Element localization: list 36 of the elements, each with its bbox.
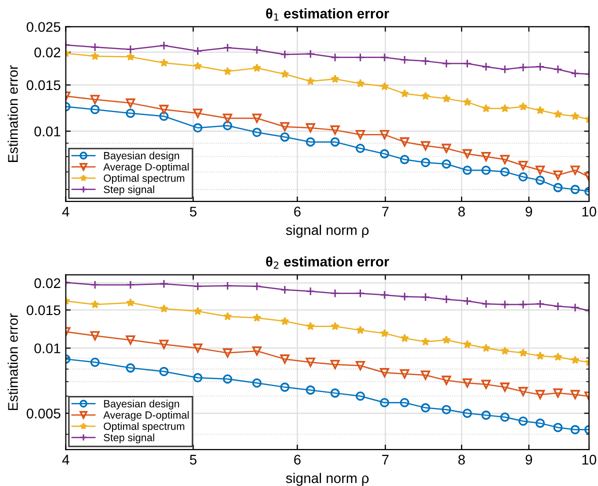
x-tick-label: 8 xyxy=(458,206,465,217)
x-tick-label: 5 xyxy=(190,206,196,217)
y-tick-label: 0.025 xyxy=(26,22,60,32)
y-axis-title: Estimation error xyxy=(8,65,18,162)
y-tick-label: 0.015 xyxy=(26,305,60,316)
x-tick-label: 10 xyxy=(582,454,596,465)
y-tick-label: 0.005 xyxy=(26,408,60,418)
y-tick-label: 0.02 xyxy=(34,48,60,58)
x-tick-label: 4 xyxy=(62,206,70,216)
x-axis-title: signal norm ρ xyxy=(286,224,369,238)
x-tick-label: 5 xyxy=(190,454,196,465)
chart-title: θ$_{2}$ estimation error xyxy=(266,256,390,269)
x-tick-label: 4 xyxy=(62,454,70,464)
y-tick-label: 0.01 xyxy=(34,343,60,354)
legend-label: Optimal spectrum xyxy=(104,174,184,184)
y-axis-title: Estimation error xyxy=(8,313,18,410)
legend-label: Step signal xyxy=(104,434,154,444)
legend-label: Average D-optimal xyxy=(103,162,189,173)
legend-label: Step signal xyxy=(104,185,154,196)
x-tick-label: 6 xyxy=(294,454,301,465)
y-tick-label: 0.02 xyxy=(34,278,60,288)
x-tick-label: 7 xyxy=(382,454,389,464)
legend-label: Bayesian design xyxy=(104,400,180,410)
legend-label: Average D-optimal xyxy=(103,411,189,421)
x-axis-title: signal norm ρ xyxy=(286,472,369,486)
x-tick-label: 8 xyxy=(458,454,465,465)
y-tick-label: 0.015 xyxy=(26,80,60,90)
x-tick-label: 9 xyxy=(526,206,532,217)
legend-label: Optimal spectrum xyxy=(104,422,184,432)
x-tick-label: 6 xyxy=(294,206,301,217)
x-tick-label: 10 xyxy=(582,206,596,217)
chart-title: θ$_{1}$ estimation error xyxy=(266,8,390,21)
legend-label: Bayesian design xyxy=(104,152,180,162)
x-tick-label: 7 xyxy=(382,206,389,216)
y-tick-label: 0.01 xyxy=(34,126,60,136)
x-tick-label: 9 xyxy=(526,454,532,465)
